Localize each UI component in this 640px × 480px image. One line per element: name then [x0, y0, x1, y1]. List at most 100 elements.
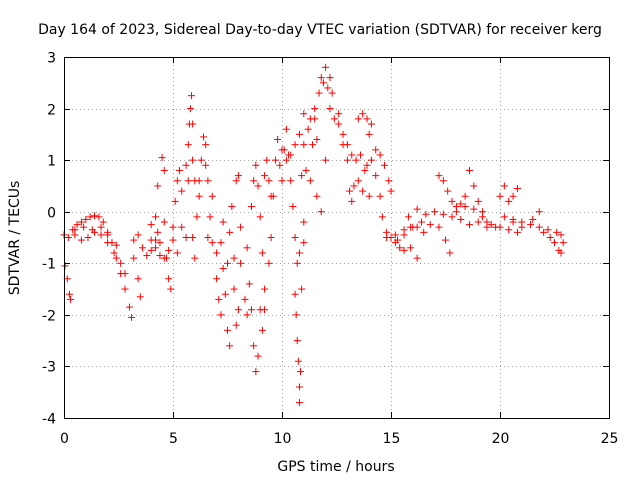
data-point: [176, 166, 184, 174]
data-point: [95, 213, 103, 221]
data-point: [143, 252, 151, 260]
data-point: [365, 192, 373, 200]
data-point: [247, 203, 255, 211]
data-point: [311, 115, 319, 123]
data-point: [354, 177, 362, 185]
data-point: [317, 208, 325, 216]
data-point: [169, 223, 177, 231]
data-point: [483, 218, 491, 226]
data-point: [557, 231, 565, 239]
data-point: [291, 141, 299, 149]
data-point: [204, 177, 212, 185]
data-point: [226, 342, 234, 350]
data-point: [173, 249, 181, 257]
data-point: [193, 213, 201, 221]
data-point: [254, 352, 262, 360]
data-point: [442, 236, 449, 244]
data-point: [343, 156, 351, 164]
data-point: [339, 130, 347, 138]
data-point: [188, 92, 196, 100]
data-point: [121, 285, 129, 293]
y-tick-label: 3: [47, 51, 56, 67]
data-point: [134, 275, 142, 283]
data-point: [492, 223, 500, 231]
data-point: [271, 156, 279, 164]
data-point: [261, 285, 269, 293]
data-point: [470, 182, 478, 190]
data-point: [282, 156, 290, 164]
data-point: [352, 156, 360, 164]
data-point: [426, 221, 434, 229]
data-point: [65, 290, 73, 298]
data-point: [67, 295, 75, 303]
data-point: [104, 239, 112, 247]
data-point: [420, 228, 428, 236]
data-point: [470, 205, 478, 213]
y-tick-label: -4: [42, 412, 56, 428]
data-point: [293, 337, 301, 345]
data-point: [529, 215, 537, 223]
data-point: [156, 239, 164, 247]
data-point: [356, 151, 364, 159]
data-point: [292, 311, 300, 319]
data-point: [64, 234, 72, 241]
data-point: [134, 231, 142, 239]
data-point: [278, 146, 286, 154]
data-point: [215, 295, 223, 303]
data-point: [452, 208, 460, 216]
data-point: [178, 223, 186, 231]
data-point: [130, 254, 138, 262]
x-tick-labels: 0 5 10 15 20 25: [60, 431, 618, 447]
data-point: [267, 234, 275, 241]
data-point: [230, 285, 238, 293]
data-point: [315, 89, 323, 97]
data-point: [97, 231, 105, 239]
data-point: [551, 239, 558, 247]
data-point: [237, 259, 245, 267]
data-point: [160, 166, 168, 174]
data-point: [391, 239, 399, 247]
data-point: [376, 192, 384, 200]
data-point: [448, 213, 456, 221]
data-point: [287, 177, 295, 185]
data-point: [228, 203, 236, 211]
data-point: [147, 246, 155, 254]
data-point: [77, 236, 85, 244]
data-point: [250, 342, 258, 350]
data-point: [487, 221, 495, 229]
data-point: [261, 306, 269, 314]
data-point: [184, 141, 192, 149]
y-axis-label: SDTVAR / TECUs: [7, 181, 23, 296]
data-point: [359, 187, 367, 195]
data-point: [184, 177, 192, 185]
data-point: [418, 218, 426, 226]
data-point: [540, 228, 548, 236]
data-point: [152, 213, 160, 221]
data-point: [112, 241, 120, 249]
data-point: [147, 221, 155, 229]
data-point: [256, 213, 264, 221]
data-point: [136, 293, 144, 301]
data-point: [261, 172, 269, 180]
data-point: [84, 234, 92, 241]
data-point: [237, 223, 245, 231]
data-point: [298, 285, 306, 293]
data-point: [91, 212, 99, 220]
data-point: [461, 192, 469, 200]
data-point: [339, 141, 347, 149]
data-point: [518, 223, 526, 231]
data-point: [302, 166, 310, 174]
data-point: [348, 151, 356, 159]
data-point: [444, 187, 452, 195]
data-point: [413, 254, 421, 262]
x-tick-label: 25: [601, 431, 619, 447]
data-point: [232, 321, 240, 329]
data-point: [197, 156, 205, 164]
data-point: [202, 161, 210, 169]
y-tick-label: -3: [42, 360, 56, 376]
data-point: [154, 182, 162, 190]
data-point: [86, 213, 94, 221]
data-point: [409, 223, 417, 231]
data-point: [500, 213, 508, 221]
